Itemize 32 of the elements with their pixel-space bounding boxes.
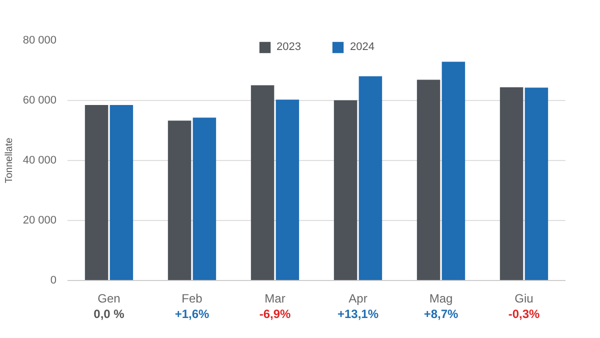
x-tick-label: Feb [182,292,203,306]
y-tick-label: 60 000 [22,94,57,106]
bar [500,87,524,280]
bar [358,76,382,280]
x-tick-label: Gen [98,292,120,306]
text: +1,6% [174,307,210,322]
legend-label: 2024 [350,41,374,53]
text: -6,9% [259,307,292,322]
bar [168,120,192,280]
x-tick-label: Mag [429,292,453,306]
text: +13,1% [337,307,379,322]
y-tick-label: 0 [50,274,57,286]
x-tick-label: Mar [264,292,286,306]
bar [416,80,440,280]
y-tick-label: 80 000 [22,34,57,46]
bar [524,88,548,280]
bar [334,100,358,280]
bar [276,100,300,280]
y-tick-label: 20 000 [22,214,57,226]
y-tick-label: 40 000 [22,154,57,166]
x-tick-label: Giu [514,292,534,306]
y-axis-title: Tonnellate [4,137,15,184]
text: 0,0 % [94,307,125,322]
bar [84,105,108,280]
bar [192,118,216,280]
text: +8,7% [424,307,459,322]
bar [110,105,134,280]
bar [442,62,466,280]
text: -0,3% [508,307,540,322]
legend-label: 2023 [276,41,301,53]
bar [250,85,274,280]
x-tick-label: Apr [348,292,368,306]
